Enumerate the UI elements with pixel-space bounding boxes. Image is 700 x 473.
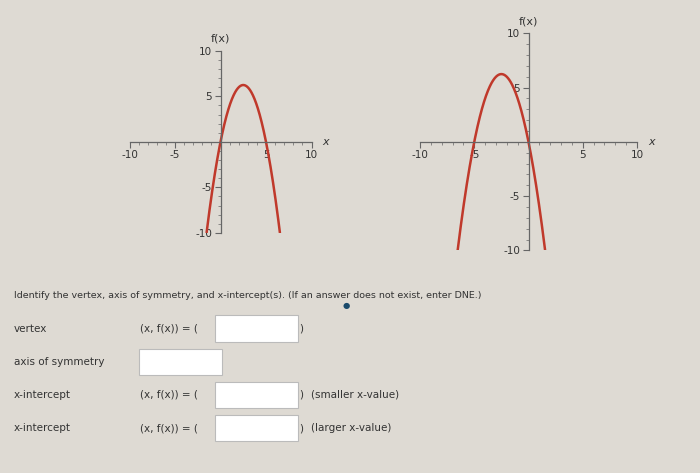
- Text: (x, f(x)) = (: (x, f(x)) = (: [140, 423, 198, 433]
- Text: x: x: [648, 137, 654, 147]
- Text: x-intercept: x-intercept: [14, 390, 71, 400]
- Text: f(x): f(x): [519, 17, 538, 26]
- Text: x-intercept: x-intercept: [14, 423, 71, 433]
- Text: ): ): [299, 390, 303, 400]
- Text: axis of symmetry: axis of symmetry: [14, 357, 104, 367]
- Text: ): ): [299, 423, 303, 433]
- Text: f(x): f(x): [211, 34, 230, 44]
- Text: Identify the vertex, axis of symmetry, and x-intercept(s). (If an answer does no: Identify the vertex, axis of symmetry, a…: [14, 291, 482, 300]
- Text: (x, f(x)) = (: (x, f(x)) = (: [140, 390, 198, 400]
- Text: x: x: [323, 137, 329, 147]
- Text: (larger x-value): (larger x-value): [311, 423, 391, 433]
- Text: (x, f(x)) = (: (x, f(x)) = (: [140, 324, 198, 334]
- Text: (smaller x-value): (smaller x-value): [311, 390, 399, 400]
- Text: vertex: vertex: [14, 324, 48, 334]
- Text: ): ): [299, 324, 303, 334]
- Text: ●: ●: [343, 300, 350, 310]
